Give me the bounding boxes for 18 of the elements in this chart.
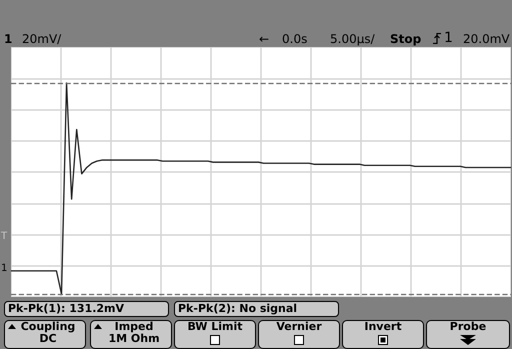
text: 1 (4, 32, 12, 46)
text: Vernier (276, 320, 322, 333)
text: 0.0s (282, 32, 308, 46)
text: Coupling DC (20, 320, 76, 345)
text: 1 (444, 30, 453, 46)
text: Invert (364, 320, 402, 333)
text: Stop (390, 32, 422, 46)
text: 5.00µs/ (330, 32, 375, 46)
text: ← (259, 32, 270, 46)
text: Pk-Pk(1): 131.2mV (7, 302, 124, 315)
text: Imped 1M Ohm (108, 320, 160, 345)
text: Pk-Pk(2): No signal (177, 302, 298, 315)
text: 20mV/ (22, 32, 62, 46)
text: T (1, 231, 8, 242)
text: 1 (1, 263, 8, 274)
text: BW Limit (187, 320, 243, 333)
text: 20.0mV (463, 32, 510, 46)
text: Probe (450, 320, 486, 333)
